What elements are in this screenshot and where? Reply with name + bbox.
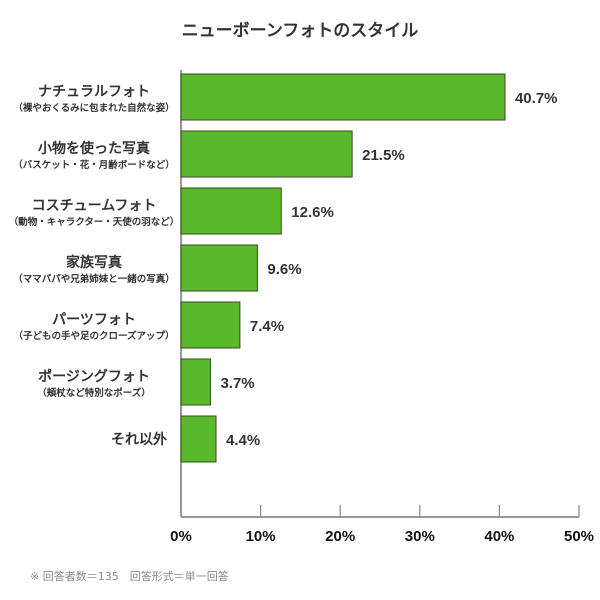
category-sublabel: （頬杖など特別なポーズ） (37, 387, 151, 399)
x-tick-label: 0% (170, 528, 192, 545)
category-sublabel: （動物・キャラクター・天使の羽など） (9, 216, 180, 228)
bar (180, 130, 353, 178)
bar-value-label: 7.4% (250, 318, 284, 335)
bar-value-label: 21.5% (362, 147, 405, 164)
bar-value-label: 3.7% (220, 375, 254, 392)
bar-value-label: 9.6% (267, 261, 301, 278)
category-sublabel: （子どもの手や足のクローズアップ） (13, 330, 174, 342)
category-sublabel: （ママパパや兄弟姉妹と一緒の写真） (13, 273, 175, 285)
bar-value-label: 12.6% (291, 204, 334, 221)
x-tick-label: 20% (325, 528, 355, 545)
category-sublabel: （裸やおくるみに包まれた自然な姿） (13, 102, 174, 114)
bar (180, 73, 506, 121)
x-tick-label: 50% (564, 528, 594, 545)
category-sublabel: （バスケット・花・月齢ボードなど） (13, 159, 175, 171)
category-label: 小物を使った写真 (38, 140, 150, 157)
category-label: コスチュームフォト (32, 198, 157, 214)
x-tick-label: 30% (405, 528, 435, 545)
category-label: それ以外 (111, 431, 167, 448)
bar (180, 301, 241, 349)
bar (180, 358, 211, 406)
category-label: パーツフォト (52, 312, 136, 328)
category-label: ポージングフォト (38, 368, 150, 385)
bar-value-label: 4.4% (226, 432, 260, 449)
bar (180, 415, 217, 463)
category-label: 家族写真 (66, 254, 122, 271)
bar (180, 187, 282, 235)
chart-title: ニューボーンフォトのスタイル (181, 21, 419, 41)
category-label: ナチュラルフォト (38, 84, 150, 100)
x-tick-label: 10% (246, 528, 276, 545)
footnote: ※ 回答者数＝135 回答形式＝単一回答 (30, 570, 229, 583)
x-tick-label: 40% (484, 528, 514, 545)
bar-value-label: 40.7% (515, 90, 558, 107)
bar (180, 244, 258, 292)
